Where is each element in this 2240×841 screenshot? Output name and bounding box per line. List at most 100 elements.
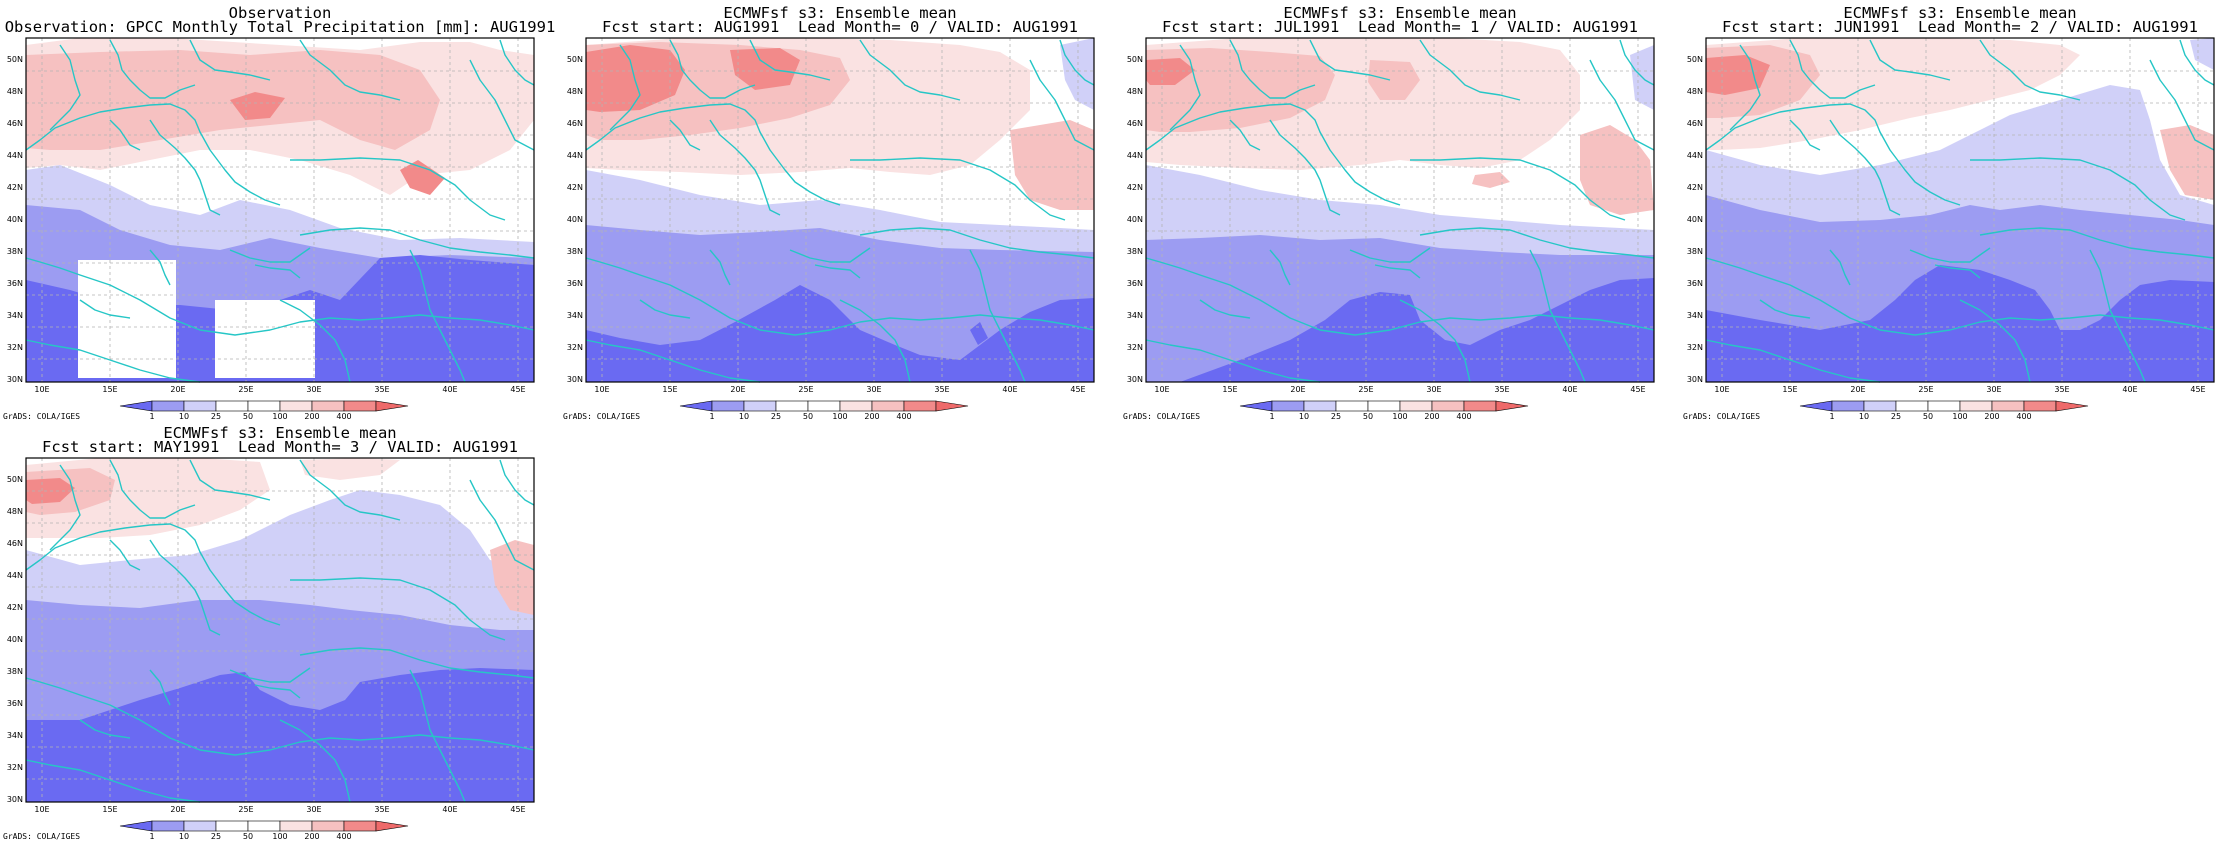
- colorbar-label: 100: [272, 412, 287, 420]
- colorbar-label: 100: [1392, 412, 1407, 420]
- colorbar-label: 25: [771, 412, 781, 420]
- lon-tick-label: 25E: [1918, 385, 1933, 394]
- lat-tick-label: 44N: [1127, 151, 1143, 160]
- lat-tick-label: 38N: [1127, 247, 1143, 256]
- lon-tick-label: 20E: [170, 805, 185, 814]
- lat-tick-label: 38N: [7, 667, 23, 676]
- lat-tick-label: 40N: [1127, 215, 1143, 224]
- dry-shade-3: [1706, 265, 2214, 382]
- lat-tick-label: 40N: [567, 215, 583, 224]
- lon-tick-label: 15E: [1782, 385, 1797, 394]
- lat-tick-label: 48N: [7, 87, 23, 96]
- lat-tick-label: 42N: [1687, 183, 1703, 192]
- wet-shade-3: [1146, 58, 1195, 85]
- panel-subtitle: Observation: GPCC Monthly Total Precipit…: [4, 18, 556, 36]
- lat-tick-label: 46N: [7, 119, 23, 128]
- colorbar-label: 50: [243, 412, 253, 420]
- lon-tick-label: 35E: [1494, 385, 1509, 394]
- lon-tick-label: 45E: [510, 805, 525, 814]
- lon-tick-label: 45E: [510, 385, 525, 394]
- map-panel-lead-0: ECMWFsf s3: Ensemble mean Fcst start: AU…: [560, 0, 1120, 421]
- precipitation-map: 30N 32N 34N 36N 38N 40N 42N 44N 46N 48N …: [1687, 37, 2215, 420]
- coastlines: [1705, 39, 2215, 383]
- lon-tick-label: 20E: [1290, 385, 1305, 394]
- lat-tick-label: 36N: [1127, 279, 1143, 288]
- lat-tick-label: 48N: [7, 507, 23, 516]
- dry-shade-1: [2190, 38, 2214, 70]
- latitude-ticks: 30N 32N 34N 36N 38N 40N 42N 44N 46N 48N …: [567, 55, 583, 384]
- dry-shade-3: [26, 668, 534, 802]
- map-frame: [585, 37, 1095, 383]
- precipitation-map: 30N 32N 34N 36N 38N 40N 42N 44N 46N 48N …: [567, 37, 1095, 420]
- precipitation-map: 30N 32N 34N 36N 38N 40N 42N 44N 46N 48N …: [7, 37, 535, 420]
- lon-tick-label: 45E: [2190, 385, 2205, 394]
- lon-tick-label: 40E: [2122, 385, 2137, 394]
- colorbar-label: 50: [803, 412, 813, 420]
- lon-tick-label: 30E: [306, 385, 321, 394]
- panel-title: ECMWFsf s3: Ensemble mean: [1283, 4, 1517, 22]
- lon-tick-label: 20E: [730, 385, 745, 394]
- longitude-ticks: 10E 15E 20E 25E 30E 35E 40E 45E: [34, 385, 525, 394]
- colorbar-label: 10: [1859, 412, 1869, 420]
- colorbar-label: 200: [1984, 412, 1999, 420]
- lon-tick-label: 30E: [866, 385, 881, 394]
- lon-tick-label: 35E: [374, 385, 389, 394]
- lat-tick-label: 32N: [1687, 343, 1703, 352]
- colorbar-label: 10: [739, 412, 749, 420]
- panel-title: ECMWFsf s3: Ensemble mean: [723, 4, 957, 22]
- lat-tick-label: 48N: [1127, 87, 1143, 96]
- colorbar: [119, 400, 409, 412]
- lon-tick-label: 25E: [798, 385, 813, 394]
- colorbar-label: 200: [1424, 412, 1439, 420]
- colorbar-label: 100: [832, 412, 847, 420]
- panel-subtitle: Fcst start: JUN1991 Lead Month= 2 / VALI…: [1722, 18, 2198, 36]
- lat-tick-label: 40N: [1687, 215, 1703, 224]
- missing-data-box: [215, 300, 315, 378]
- wet-shade-3: [230, 92, 285, 120]
- longitude-ticks: 10E 15E 20E 25E 30E 35E 40E 45E: [1154, 385, 1645, 394]
- panel-subtitle: Fcst start: JUL1991 Lead Month= 1 / VALI…: [1162, 18, 1638, 36]
- lat-tick-label: 30N: [7, 375, 23, 384]
- colorbar-label: 25: [1331, 412, 1341, 420]
- colorbar-labels: 1 10 25 50 100 200 400: [1269, 412, 1471, 420]
- grads-credit: GrADS: COLA/IGES: [1683, 412, 1761, 421]
- lat-tick-label: 50N: [567, 55, 583, 64]
- lat-tick-label: 40N: [7, 215, 23, 224]
- colorbar-label: 200: [304, 832, 319, 840]
- lat-tick-label: 34N: [7, 731, 23, 740]
- lat-tick-label: 38N: [567, 247, 583, 256]
- grads-credit: GrADS: COLA/IGES: [3, 832, 81, 841]
- coastlines: [1145, 39, 1655, 383]
- colorbar-label: 10: [179, 832, 189, 840]
- lon-tick-label: 25E: [1358, 385, 1373, 394]
- lon-tick-label: 10E: [34, 805, 49, 814]
- lat-tick-label: 32N: [1127, 343, 1143, 352]
- latitude-ticks: 30N 32N 34N 36N 38N 40N 42N 44N 46N 48N …: [7, 55, 23, 384]
- lon-tick-label: 40E: [442, 805, 457, 814]
- lon-tick-label: 15E: [1222, 385, 1237, 394]
- latitude-ticks: 30N 32N 34N 36N 38N 40N 42N 44N 46N 48N …: [1687, 55, 1703, 384]
- lon-tick-label: 40E: [442, 385, 457, 394]
- lon-tick-label: 35E: [934, 385, 949, 394]
- colorbar: [1799, 400, 2089, 412]
- wet-shade-3: [400, 160, 445, 195]
- panel-subtitle: Fcst start: MAY1991 Lead Month= 3 / VALI…: [42, 438, 518, 456]
- lon-tick-label: 40E: [1002, 385, 1017, 394]
- colorbar-label: 400: [336, 412, 351, 420]
- colorbar-label: 200: [304, 412, 319, 420]
- lon-tick-label: 10E: [1714, 385, 1729, 394]
- lat-tick-label: 44N: [7, 571, 23, 580]
- lon-tick-label: 30E: [1986, 385, 2001, 394]
- lat-tick-label: 36N: [1687, 279, 1703, 288]
- lat-tick-label: 40N: [7, 635, 23, 644]
- gridlines: [1146, 38, 1654, 382]
- colorbar-label: 25: [211, 412, 221, 420]
- coastlines: [25, 459, 535, 803]
- colorbar-labels: 1 10 25 50 100 200 400: [149, 832, 351, 840]
- longitude-ticks: 10E 15E 20E 25E 30E 35E 40E 45E: [594, 385, 1085, 394]
- lat-tick-label: 34N: [7, 311, 23, 320]
- grads-credit: GrADS: COLA/IGES: [563, 412, 641, 421]
- lat-tick-label: 30N: [1687, 375, 1703, 384]
- colorbar-label: 50: [1923, 412, 1933, 420]
- colorbar-label: 400: [1456, 412, 1471, 420]
